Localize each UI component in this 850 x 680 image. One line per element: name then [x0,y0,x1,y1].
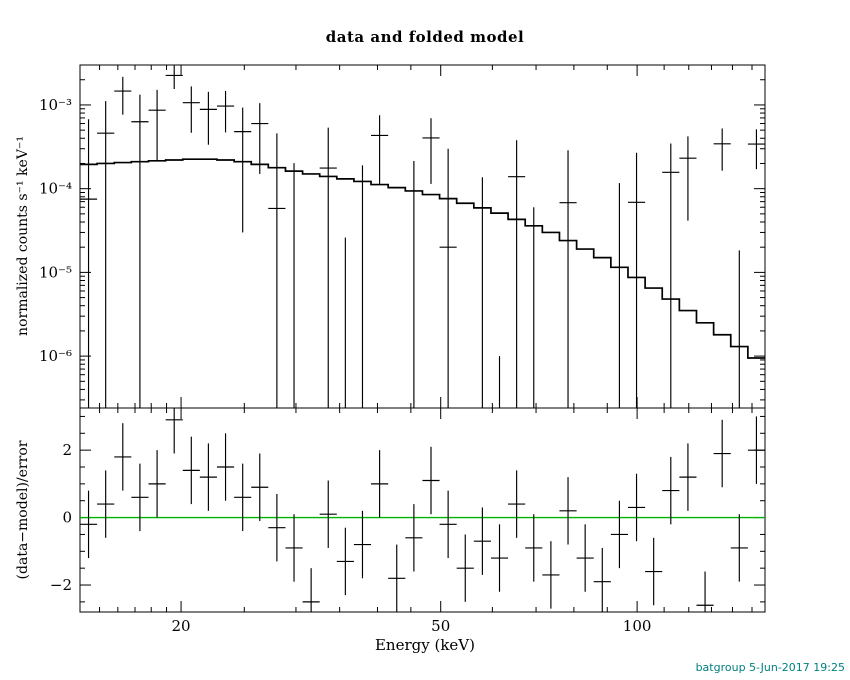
svg-text:−2: −2 [50,576,72,594]
svg-text:20: 20 [172,617,191,635]
svg-text:2: 2 [62,441,72,459]
x-axis-label: Energy (keV) [374,636,475,654]
plot-title: data and folded model [325,28,525,46]
svg-text:0: 0 [62,509,72,527]
timestamp-label: batgroup 5-Jun-2017 19:25 [695,661,845,674]
x-ticks [99,65,753,612]
svg-text:50: 50 [431,617,450,635]
plot-frame [79,64,766,613]
model-line [80,158,765,359]
svg-text:10⁻⁵: 10⁻⁵ [39,263,72,281]
spectrum-data-points [80,65,765,408]
y-ticks-bottom [80,415,765,603]
svg-text:10⁻⁶: 10⁻⁶ [39,347,72,365]
y-ticks-top [80,79,765,401]
tick-labels: 10⁻³10⁻⁴10⁻⁵10⁻⁶20−220 50 100 [39,96,651,635]
svg-text:10⁻⁴: 10⁻⁴ [39,180,72,198]
svg-text:10⁻³: 10⁻³ [39,96,72,114]
residual-data-points [80,408,765,612]
svg-text:100: 100 [623,617,652,635]
